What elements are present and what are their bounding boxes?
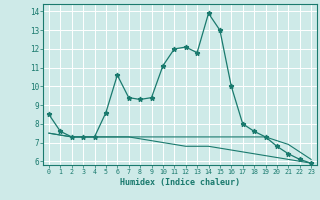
X-axis label: Humidex (Indice chaleur): Humidex (Indice chaleur) bbox=[120, 178, 240, 187]
